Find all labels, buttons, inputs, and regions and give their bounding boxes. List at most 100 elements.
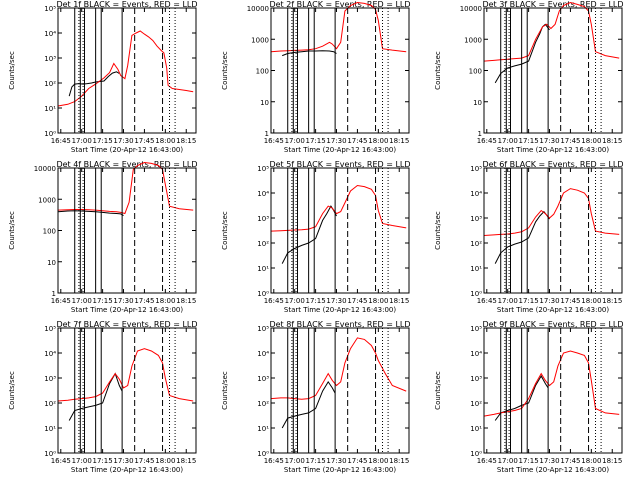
xtick-label: 18:00 xyxy=(155,297,175,305)
ytick-label: 100 xyxy=(256,68,269,76)
xtick-label: 18:00 xyxy=(155,137,175,145)
ytick-label: 10¹ xyxy=(44,105,56,113)
xtick-label: 18:00 xyxy=(581,137,601,145)
ytick-label: 10² xyxy=(257,240,269,248)
xtick-label: 17:00 xyxy=(72,457,92,465)
ytick-label: 10⁵ xyxy=(257,325,269,333)
xtick-label: 16:45 xyxy=(51,297,71,305)
xtick-label: 18:00 xyxy=(581,457,601,465)
ytick-label: 10¹ xyxy=(257,265,269,273)
xtick-label: 17:00 xyxy=(285,457,305,465)
y-axis-label: Counts/sec xyxy=(221,211,229,250)
series-line xyxy=(282,50,337,57)
detector-panel: Det 1f BLACK = Events, RED = LLD 10⁰ 10¹ 10… xyxy=(8,0,198,154)
series-line xyxy=(270,1,407,53)
xtick-label: 17:30 xyxy=(326,297,346,305)
xtick-label: 17:30 xyxy=(326,137,346,145)
xtick-label: 16:45 xyxy=(51,137,71,145)
y-axis-label: Counts/sec xyxy=(434,371,442,410)
series-line xyxy=(270,337,407,400)
y-axis-label: Counts/sec xyxy=(221,51,229,90)
detector-panel: Det 8f BLACK = Events, RED = LLD 10⁰ 10¹ 10… xyxy=(221,320,411,474)
x-axis-label: Start Time (20-Apr-12 16:43:00) xyxy=(497,306,609,314)
plot-frame xyxy=(57,327,197,454)
y-axis-label: Counts/sec xyxy=(221,371,229,410)
xtick-label: 17:30 xyxy=(113,457,133,465)
panel-title: Det 4f BLACK = Events, RED = LLD xyxy=(56,160,197,169)
detector-panel: Det 2f BLACK = Events, RED = LLD 1 10 100 10… xyxy=(221,0,411,154)
ytick-label: 10¹ xyxy=(470,265,482,273)
xtick-label: 18:15 xyxy=(602,297,622,305)
xtick-label: 17:15 xyxy=(93,297,113,305)
detector-panel: Det 5f BLACK = Events, RED = LLD 10⁰ 10¹ 10… xyxy=(221,160,411,314)
plot-frame xyxy=(270,167,410,294)
ytick-label: 10⁰ xyxy=(44,450,56,458)
panel-title: Det 7f BLACK = Events, RED = LLD xyxy=(56,320,197,329)
xtick-label: 17:00 xyxy=(498,457,518,465)
series-line xyxy=(57,348,194,402)
series-line xyxy=(281,205,337,264)
detector-panel: Det 7f BLACK = Events, RED = LLD 10⁰ 10¹ 10… xyxy=(8,320,198,474)
series-line xyxy=(270,184,407,232)
xtick-label: 18:00 xyxy=(368,137,388,145)
series-line xyxy=(57,161,194,215)
ytick-label: 10000 xyxy=(34,165,56,173)
xtick-label: 17:45 xyxy=(347,137,367,145)
ytick-label: 10⁵ xyxy=(470,325,482,333)
ytick-label: 10² xyxy=(470,400,482,408)
ytick-label: 10⁴ xyxy=(44,30,56,38)
ytick-label: 1000 xyxy=(251,36,269,44)
y-axis-label: Counts/sec xyxy=(8,371,16,410)
ytick-label: 10³ xyxy=(470,215,482,223)
y-axis-label: Counts/sec xyxy=(434,211,442,250)
ytick-label: 10² xyxy=(44,80,56,88)
ytick-label: 10⁰ xyxy=(470,290,482,298)
panel-title: Det 3f BLACK = Events, RED = LLD xyxy=(482,0,623,9)
xtick-label: 17:30 xyxy=(113,137,133,145)
ytick-label: 10⁴ xyxy=(470,190,482,198)
xtick-label: 17:30 xyxy=(113,297,133,305)
series-line xyxy=(483,188,620,236)
series-line xyxy=(281,380,336,429)
xtick-label: 18:15 xyxy=(176,457,196,465)
xtick-label: 17:30 xyxy=(539,297,559,305)
xtick-label: 16:45 xyxy=(264,137,284,145)
xtick-label: 17:45 xyxy=(560,137,580,145)
ytick-label: 10⁰ xyxy=(44,130,56,138)
x-axis-label: Start Time (20-Apr-12 16:43:00) xyxy=(284,466,396,474)
xtick-label: 16:45 xyxy=(477,457,497,465)
series-line xyxy=(494,23,550,84)
series-line xyxy=(483,1,620,62)
xtick-label: 17:15 xyxy=(306,457,326,465)
series-line xyxy=(68,71,120,97)
detector-panel: Det 6f BLACK = Events, RED = LLD 10⁰ 10¹ 10… xyxy=(434,160,624,314)
panel-title: Det 8f BLACK = Events, RED = LLD xyxy=(269,320,410,329)
xtick-label: 17:00 xyxy=(285,297,305,305)
xtick-label: 18:15 xyxy=(389,297,409,305)
xtick-label: 18:00 xyxy=(155,457,175,465)
x-axis-label: Start Time (20-Apr-12 16:43:00) xyxy=(284,146,396,154)
xtick-label: 17:45 xyxy=(560,457,580,465)
y-axis-label: Counts/sec xyxy=(8,211,16,250)
xtick-label: 17:30 xyxy=(326,457,346,465)
ytick-label: 10² xyxy=(44,400,56,408)
y-axis-label: Counts/sec xyxy=(434,51,442,90)
xtick-label: 18:15 xyxy=(389,137,409,145)
ytick-label: 10⁴ xyxy=(470,350,482,358)
ytick-label: 10⁰ xyxy=(470,450,482,458)
detector-panel: Det 9f BLACK = Events, RED = LLD 10⁰ 10¹ 10… xyxy=(434,320,624,474)
xtick-label: 17:00 xyxy=(498,297,518,305)
ytick-label: 1 xyxy=(52,290,56,298)
xtick-label: 17:15 xyxy=(306,297,326,305)
xtick-label: 17:00 xyxy=(285,137,305,145)
xtick-label: 17:45 xyxy=(347,457,367,465)
plot-frame xyxy=(483,327,623,454)
panel-title: Det 9f BLACK = Events, RED = LLD xyxy=(482,320,623,329)
ytick-label: 1 xyxy=(265,130,269,138)
xtick-label: 17:45 xyxy=(560,297,580,305)
plot-frame xyxy=(57,7,197,134)
ytick-label: 10⁰ xyxy=(257,450,269,458)
x-axis-label: Start Time (20-Apr-12 16:43:00) xyxy=(284,306,396,314)
series-line xyxy=(57,30,194,107)
xtick-label: 16:45 xyxy=(264,297,284,305)
